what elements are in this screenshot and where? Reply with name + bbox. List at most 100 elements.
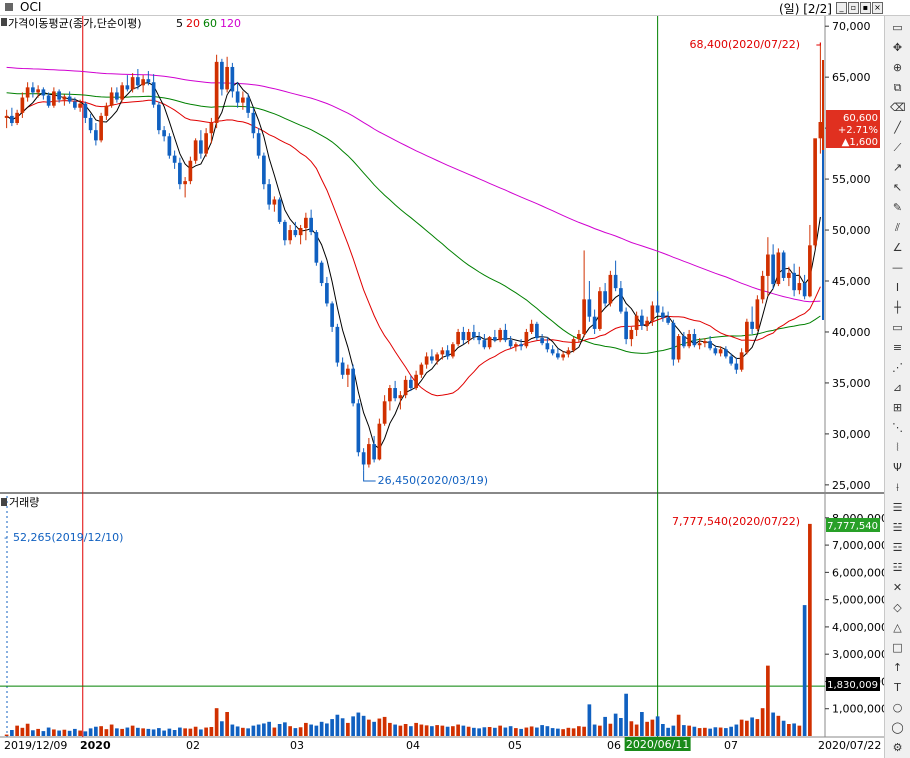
fib-retrace-icon[interactable]: ☰	[892, 501, 903, 514]
cursor-tool-icon[interactable]: ✥	[892, 41, 903, 54]
candle-body[interactable]	[4, 115, 9, 118]
volume-bar[interactable]	[73, 728, 77, 736]
volume-bar[interactable]	[561, 729, 565, 736]
volume-bar[interactable]	[62, 729, 67, 736]
pencil-tool-icon[interactable]: ✎	[892, 201, 903, 214]
volume-bar[interactable]	[697, 728, 702, 736]
price-panel[interactable]	[0, 16, 884, 492]
candle-body[interactable]	[283, 221, 287, 241]
volume-bar[interactable]	[220, 721, 224, 736]
candle-body[interactable]	[508, 340, 513, 347]
volume-bar[interactable]	[608, 723, 613, 736]
candle-body[interactable]	[293, 230, 298, 236]
candle-body[interactable]	[20, 97, 25, 113]
candle-body[interactable]	[419, 364, 424, 375]
candle-body[interactable]	[235, 91, 240, 103]
candle-body[interactable]	[781, 252, 786, 278]
fib-fan-icon[interactable]: ☱	[892, 521, 903, 534]
volume-bar[interactable]	[718, 727, 723, 736]
volume-bar[interactable]	[598, 725, 602, 736]
candle-body[interactable]	[514, 344, 518, 347]
candle-body[interactable]	[787, 272, 791, 278]
regression-icon[interactable]: ⟊	[896, 481, 899, 494]
candle-body[interactable]	[445, 350, 450, 357]
candle-body[interactable]	[498, 329, 502, 341]
candle-body[interactable]	[755, 299, 760, 329]
volume-bar[interactable]	[771, 712, 775, 736]
candle-body[interactable]	[267, 184, 271, 205]
volume-bar[interactable]	[603, 716, 607, 736]
candle-body[interactable]	[367, 444, 371, 465]
volume-bar[interactable]	[230, 724, 235, 736]
candle-body[interactable]	[172, 155, 177, 163]
candle-body[interactable]	[309, 217, 313, 233]
volume-bar[interactable]	[377, 718, 382, 736]
zoom-tool-icon[interactable]: ⊕	[892, 61, 903, 74]
candle-body[interactable]	[629, 329, 634, 340]
volume-bar[interactable]	[151, 729, 156, 736]
volume-bar[interactable]	[209, 727, 214, 736]
candle-body[interactable]	[535, 323, 539, 339]
volume-bar[interactable]	[178, 727, 182, 736]
volume-bar[interactable]	[267, 721, 271, 736]
candle-body[interactable]	[708, 341, 712, 349]
volume-bar[interactable]	[514, 728, 518, 736]
volume-bar[interactable]	[508, 726, 513, 736]
volume-bar[interactable]	[130, 725, 135, 736]
candle-body[interactable]	[718, 349, 723, 354]
volume-bar[interactable]	[246, 728, 250, 736]
candle-body[interactable]	[10, 115, 14, 124]
candle-body[interactable]	[797, 283, 802, 291]
candle-body[interactable]	[31, 87, 35, 93]
candle-body[interactable]	[340, 362, 345, 375]
candle-body[interactable]	[188, 160, 193, 182]
candle-body[interactable]	[78, 103, 82, 108]
volume-bar[interactable]	[241, 727, 245, 736]
channel-tool-icon[interactable]: ⫽	[895, 221, 900, 234]
volume-bar[interactable]	[781, 720, 786, 736]
volume-bar[interactable]	[15, 725, 19, 736]
candle-body[interactable]	[403, 379, 408, 396]
candle-body[interactable]	[141, 79, 145, 86]
candle-body[interactable]	[330, 303, 334, 327]
volume-bar[interactable]	[141, 728, 145, 736]
volume-bar[interactable]	[314, 725, 319, 736]
candle-body[interactable]	[524, 331, 529, 347]
volume-bar[interactable]	[115, 728, 119, 736]
volume-bar[interactable]	[566, 727, 571, 736]
volume-bar[interactable]	[545, 726, 550, 736]
volume-bar[interactable]	[293, 728, 298, 736]
volume-bar[interactable]	[708, 728, 712, 736]
candle-body[interactable]	[162, 130, 166, 137]
horizontal-line-icon[interactable]: —	[892, 261, 903, 274]
volume-bar[interactable]	[808, 523, 812, 736]
candle-body[interactable]	[440, 350, 445, 355]
candle-body[interactable]	[36, 89, 40, 93]
candle-body[interactable]	[382, 401, 387, 424]
volume-bar[interactable]	[487, 727, 492, 736]
volume-bar[interactable]	[52, 729, 56, 736]
candle-body[interactable]	[613, 274, 618, 289]
candle-body[interactable]	[724, 349, 728, 357]
volume-bar[interactable]	[46, 727, 51, 736]
cross-mark-icon[interactable]: ✕	[892, 581, 903, 594]
volume-bar[interactable]	[372, 721, 376, 736]
volume-bar[interactable]	[104, 729, 109, 736]
candle-body[interactable]	[477, 337, 481, 341]
candle-body[interactable]	[456, 331, 460, 345]
volume-bar[interactable]	[304, 722, 308, 736]
candle-body[interactable]	[550, 349, 555, 354]
candle-body[interactable]	[587, 299, 592, 317]
candle-body[interactable]	[734, 363, 739, 370]
volume-bar[interactable]	[582, 726, 586, 736]
candle-body[interactable]	[802, 283, 807, 297]
close-icon[interactable]: ×	[872, 2, 883, 14]
candle-body[interactable]	[388, 388, 392, 402]
candle-body[interactable]	[351, 368, 355, 404]
angle-tool-icon[interactable]: ∠	[892, 241, 903, 254]
volume-bar[interactable]	[587, 704, 592, 736]
volume-bar[interactable]	[529, 726, 534, 736]
candle-body[interactable]	[482, 340, 487, 348]
candle-body[interactable]	[209, 123, 214, 134]
volume-bar[interactable]	[403, 724, 408, 736]
